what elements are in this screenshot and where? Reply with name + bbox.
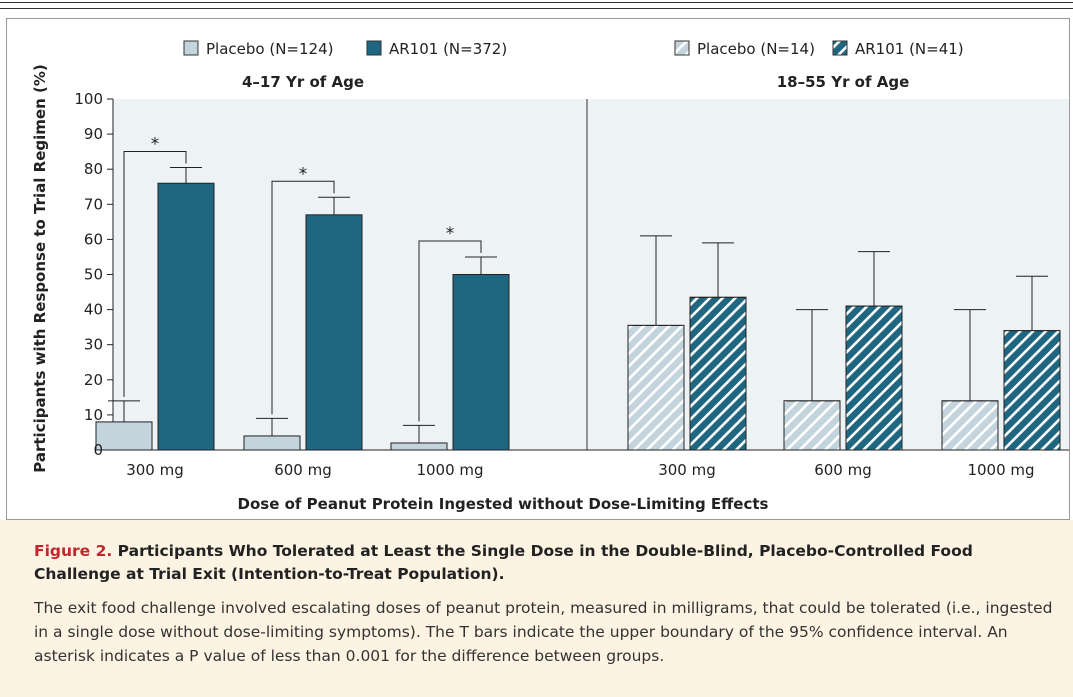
legend-swatch <box>366 40 382 56</box>
x-tick-label: 1000 mg <box>967 461 1034 479</box>
bar-hatch-overlay <box>1003 330 1061 451</box>
y-tick-label: 0 <box>93 441 103 459</box>
x-tick-label: 1000 mg <box>416 461 483 479</box>
bar-hatch-overlay <box>783 400 841 451</box>
x-tick-label: 300 mg <box>658 461 716 479</box>
legend-item: Placebo (N=124) <box>183 40 333 58</box>
bar <box>243 435 301 451</box>
x-tick-label: 300 mg <box>126 461 184 479</box>
significance-asterisk: * <box>446 224 455 244</box>
figure-frame: 0 10 20 30 40 50 60 70 80 90 100 Participants with … <box>6 18 1070 520</box>
legend-swatch-hatch <box>674 40 690 56</box>
top-rule <box>0 2 1073 3</box>
caption-title-text: Participants Who Tolerated at Least the … <box>34 542 973 583</box>
y-tick-label: 60 <box>84 230 103 248</box>
legend-label: AR101 (N=372) <box>389 40 507 58</box>
bar <box>95 421 153 451</box>
y-tick-label: 100 <box>74 90 103 108</box>
y-tick-label: 10 <box>84 406 103 424</box>
figure-caption: Figure 2. Participants Who Tolerated at … <box>0 520 1073 697</box>
bar-hatch-overlay <box>689 296 747 451</box>
legend-label: Placebo (N=124) <box>206 40 333 58</box>
bar-hatch-overlay <box>845 305 903 451</box>
top-rule-secondary <box>0 8 1073 9</box>
legend-label: AR101 (N=41) <box>855 40 964 58</box>
bar <box>305 214 363 451</box>
y-tick-label: 20 <box>84 371 103 389</box>
bar-hatch-overlay <box>627 324 685 451</box>
y-tick-label: 80 <box>84 160 103 178</box>
significance-bracket <box>418 240 482 422</box>
x-axis-title: Dose of Peanut Protein Ingested without … <box>238 495 769 513</box>
significance-asterisk: * <box>299 164 308 184</box>
bar <box>390 442 448 451</box>
significance-bracket <box>123 150 187 397</box>
y-axis-title: Participants with Response to Trial Regi… <box>31 64 49 472</box>
x-tick-label: 600 mg <box>814 461 872 479</box>
x-tick-label: 600 mg <box>274 461 332 479</box>
bar <box>157 182 215 451</box>
caption-body: The exit food challenge involved escalat… <box>34 599 1053 665</box>
y-tick-label: 50 <box>84 266 103 284</box>
y-tick-label: 90 <box>84 125 103 143</box>
panel-title: 4–17 Yr of Age <box>242 73 364 91</box>
bar <box>452 274 510 451</box>
panel-title: 18–55 Yr of Age <box>777 73 910 91</box>
legend-item: AR101 (N=372) <box>366 40 507 58</box>
legend-item: Placebo (N=14) <box>674 40 815 58</box>
y-tick-label: 40 <box>84 301 103 319</box>
bar-hatch-overlay <box>941 400 999 451</box>
significance-bracket <box>271 180 335 415</box>
caption-title: Figure 2. Participants Who Tolerated at … <box>34 540 1064 586</box>
legend-swatch <box>183 40 199 56</box>
significance-asterisk: * <box>151 134 160 154</box>
legend-label: Placebo (N=14) <box>697 40 815 58</box>
y-tick-label: 30 <box>84 336 103 354</box>
legend-item: AR101 (N=41) <box>832 40 964 58</box>
legend-swatch-hatch <box>832 40 848 56</box>
bar-chart: 0 10 20 30 40 50 60 70 80 90 100 Participants with … <box>31 40 1069 513</box>
y-tick-label: 70 <box>84 195 103 213</box>
caption-figure-label: Figure 2. <box>34 542 113 560</box>
